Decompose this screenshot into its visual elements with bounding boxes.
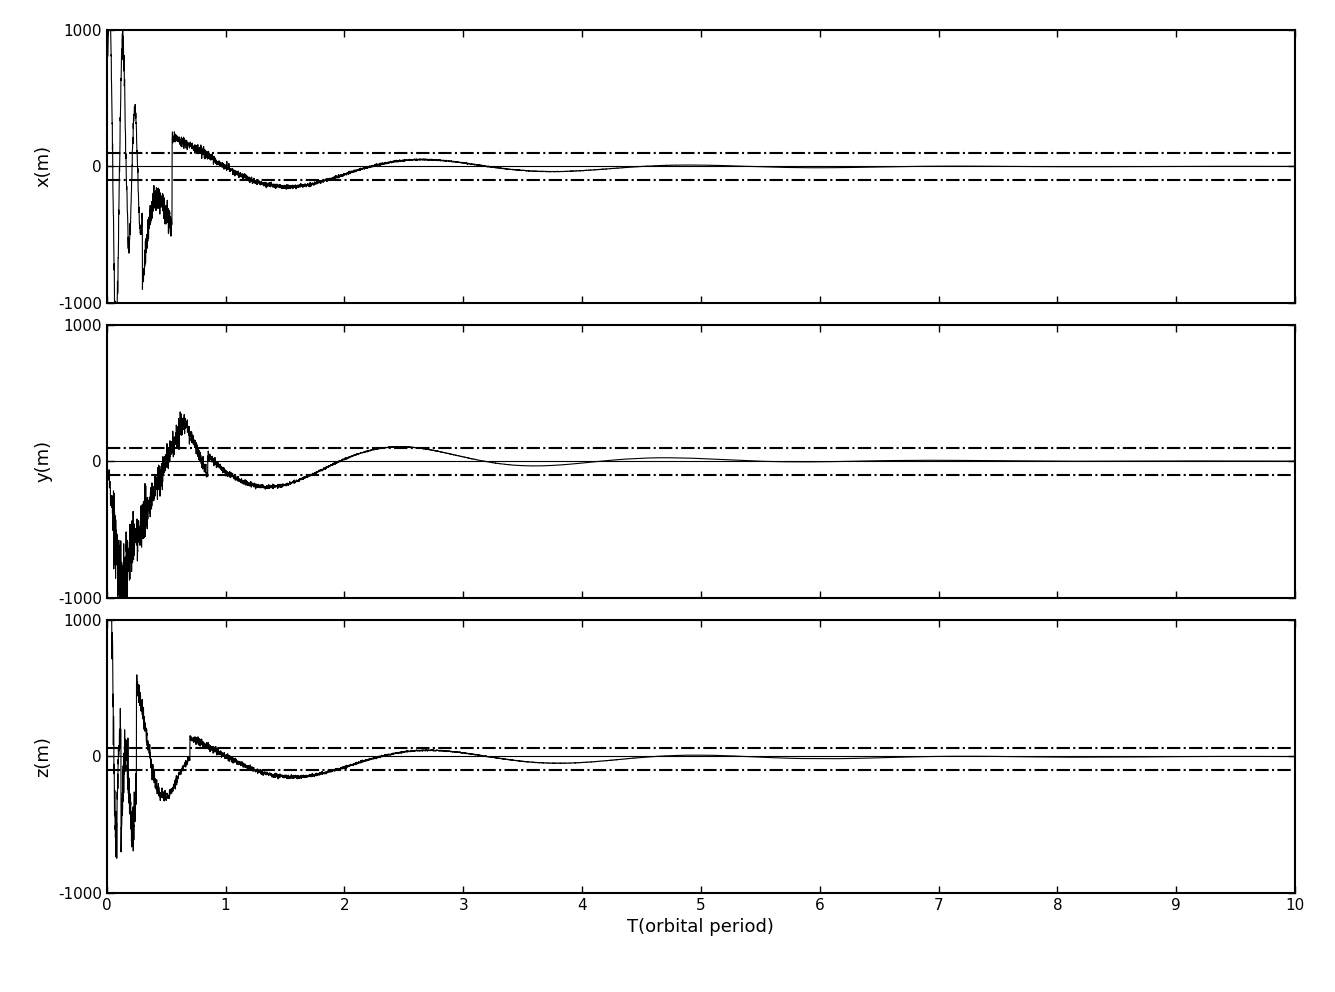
Y-axis label: z(m): z(m)	[35, 736, 52, 777]
Y-axis label: y(m): y(m)	[35, 440, 52, 482]
Y-axis label: x(m): x(m)	[35, 145, 52, 187]
X-axis label: T(orbital period): T(orbital period)	[627, 919, 774, 936]
